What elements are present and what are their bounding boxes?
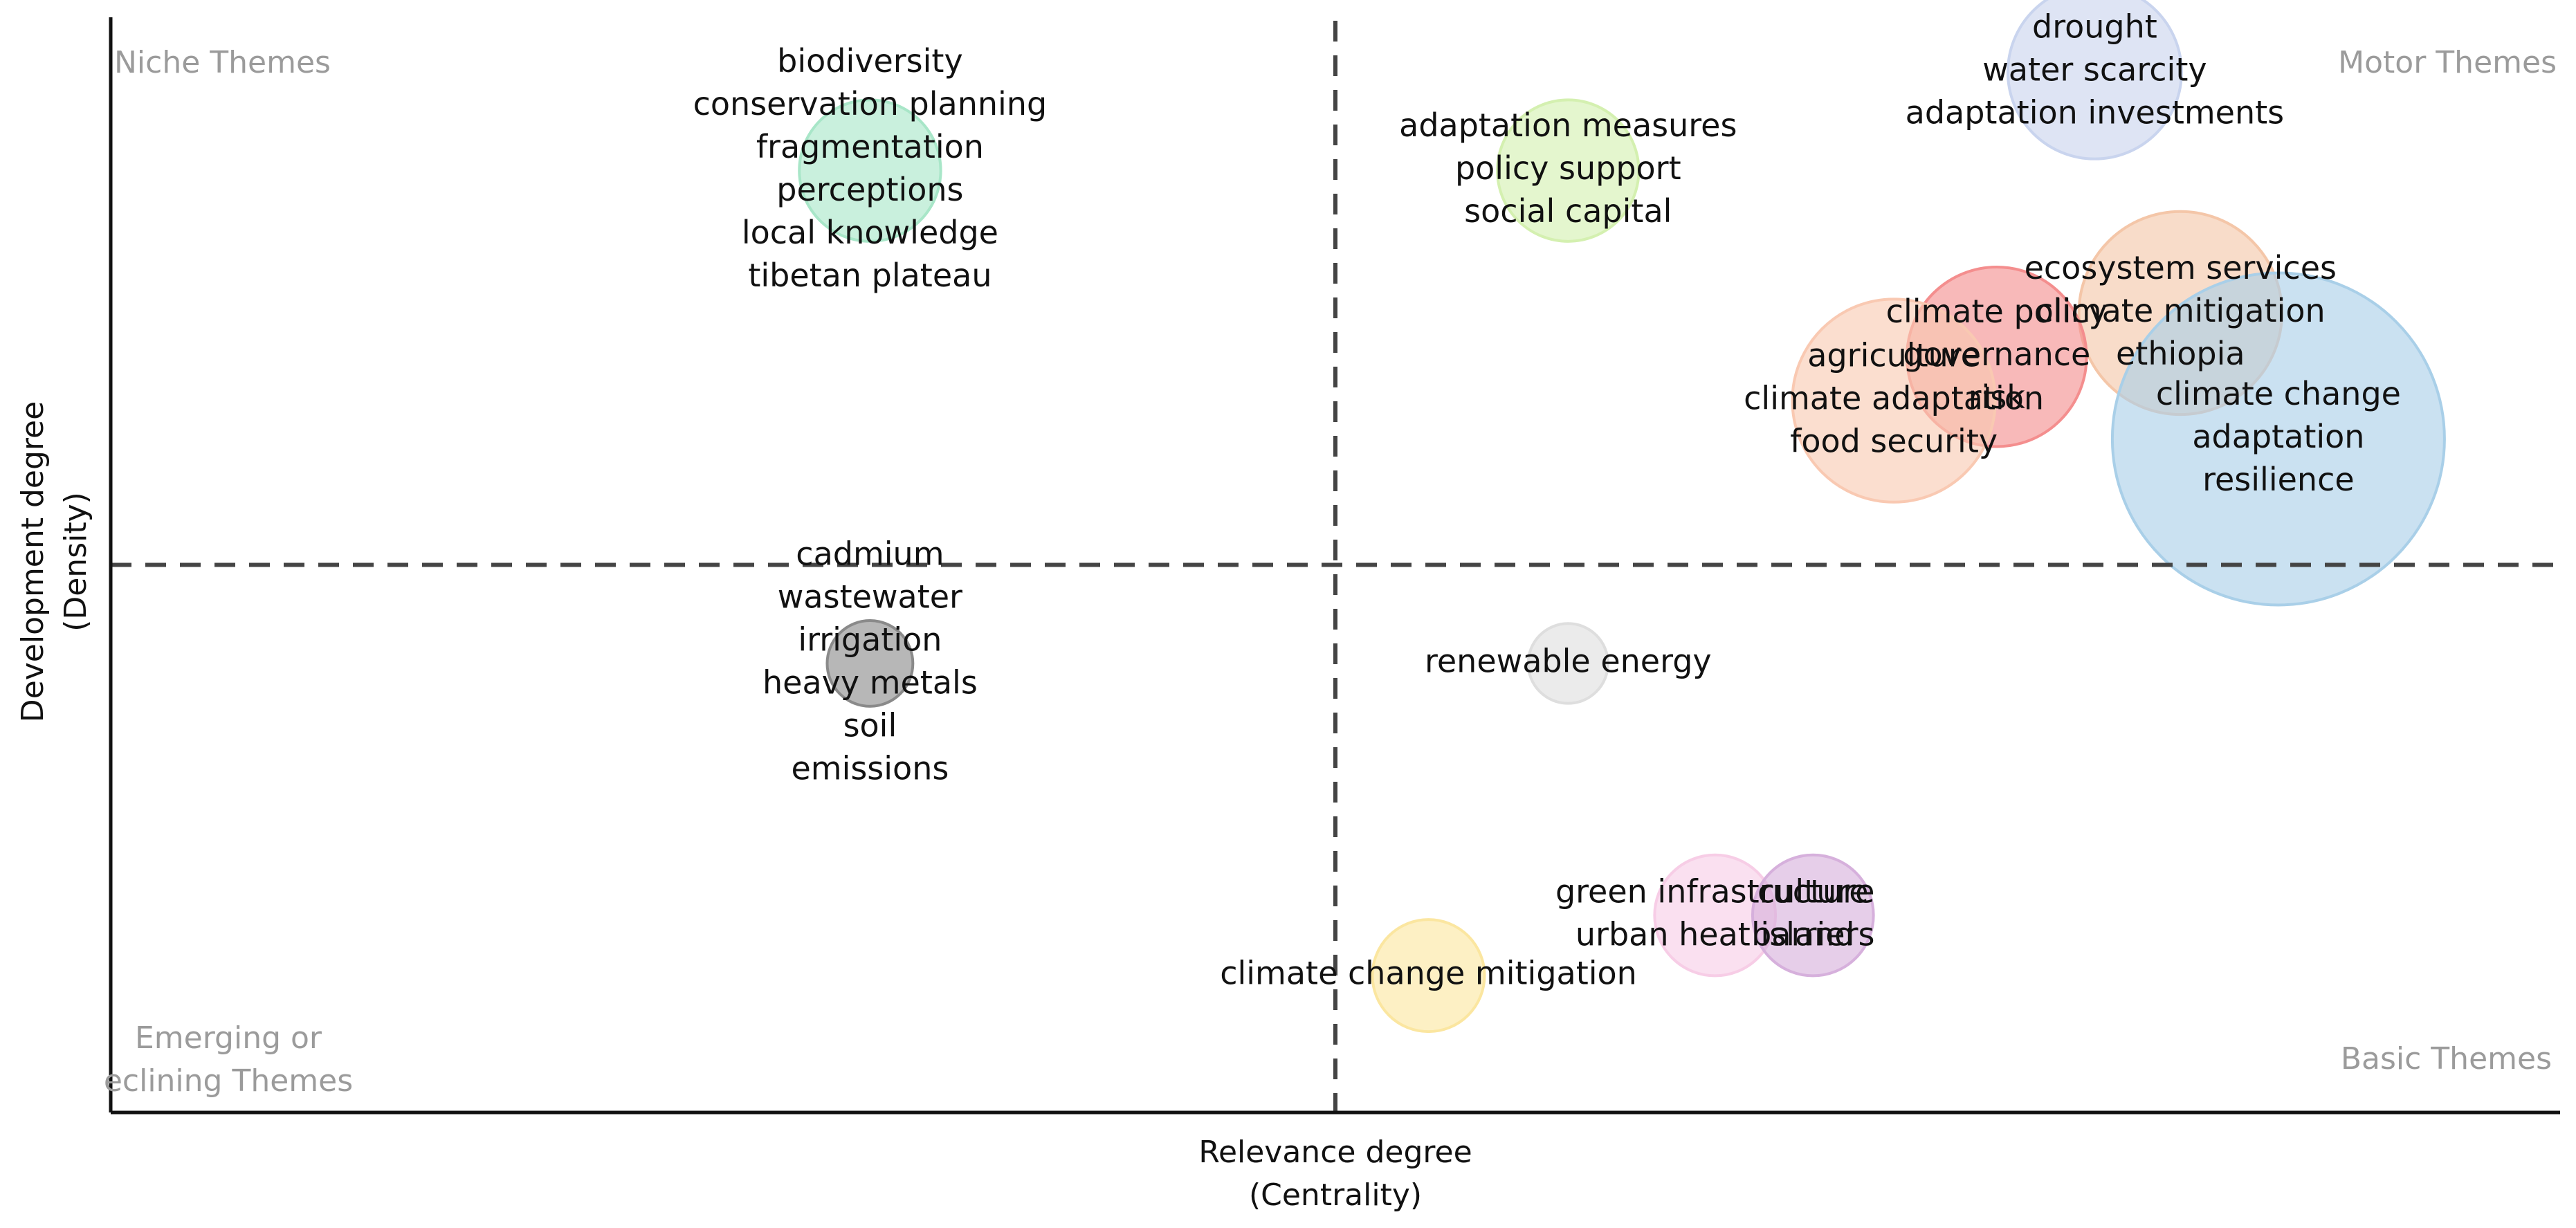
cluster-label: cadmium [796, 535, 944, 572]
quadrant-label-top-left: Niche Themes [114, 45, 331, 80]
cluster-label: resilience [2202, 461, 2355, 498]
cluster-label: fragmentation [756, 128, 984, 165]
cluster-label: food security [1790, 423, 1998, 460]
axis-titles: Relevance degree (Centrality) Development … [15, 401, 1472, 1213]
cluster-label: heavy metals [762, 663, 978, 701]
cluster-label: urban heat island [1575, 916, 1855, 953]
cluster-bubble [1526, 622, 1609, 705]
quadrant-label-bottom-left: Emerging or [135, 1020, 322, 1056]
quadrant-label-bottom-left: eclining Themes [104, 1063, 353, 1099]
cluster-label: drought [2032, 8, 2157, 46]
cluster-label: adaptation [2192, 418, 2364, 455]
cluster-label: wastewater [778, 578, 962, 615]
cluster-bubble [825, 619, 915, 708]
cluster-bubble [1751, 853, 1875, 978]
cluster-label: climate change mitigation [1220, 955, 1637, 992]
bubble-layer [798, 0, 2446, 1034]
cluster-label: governance [1903, 336, 2090, 373]
cluster-label: social capital [1464, 192, 1672, 230]
cluster-label: climate mitigation [2036, 292, 2326, 329]
cluster-label: conservation planning [693, 85, 1048, 122]
cluster-label: soil [843, 706, 897, 744]
cluster-bubble [1791, 297, 1997, 504]
cluster-label: agriculture [1807, 337, 1980, 374]
cluster-label: climate policy [1886, 293, 2108, 330]
cluster-label: irrigation [798, 621, 942, 658]
divider-lines [111, 21, 2560, 1112]
cluster-label: climate change [2156, 375, 2401, 412]
cluster-label: tibetan plateau [748, 257, 992, 294]
cluster-label: renewable energy [1425, 642, 1712, 679]
quadrant-label-top-right: Motor Themes [2338, 45, 2557, 80]
quadrant-labels: Niche Themes Motor Themes Emerging or eclin… [104, 45, 2557, 1099]
quadrant-label-bottom-right: Basic Themes [2341, 1041, 2552, 1076]
cluster-bubble [2006, 0, 2183, 161]
cluster-label: local knowledge [742, 214, 998, 251]
cluster-bubble [1496, 98, 1641, 243]
cluster-label: adaptation measures [1399, 107, 1737, 144]
cluster-bubble [2110, 271, 2446, 607]
cluster-label: adaptation investments [1906, 94, 2284, 131]
x-axis-title: Relevance degree [1198, 1135, 1472, 1170]
cluster-label: risk [1968, 378, 2026, 416]
axes [109, 17, 2560, 1115]
cluster-label: barriers [1751, 916, 1874, 953]
cluster-bubble [798, 98, 942, 243]
cluster-label: policy support [1455, 149, 1681, 187]
cluster-label: culture [1757, 873, 1869, 910]
cluster-label: green infrastructure [1555, 873, 1874, 910]
y-axis-title: Development degree [15, 401, 51, 722]
x-axis-title: (Centrality) [1249, 1177, 1422, 1213]
cluster-label: climate adaptation [1744, 380, 2044, 417]
cluster-label: biodiversity [777, 42, 963, 80]
cluster-label: emissions [791, 749, 949, 787]
cluster-label: perceptions [776, 171, 963, 208]
y-axis-title: (Density) [58, 492, 93, 632]
cluster-label-layer: biodiversity conservation planning fragmen… [693, 8, 2401, 992]
cluster-label: ethiopia [2116, 335, 2245, 372]
cluster-label: ecosystem services [2025, 249, 2337, 286]
cluster-bubble [1371, 918, 1486, 1034]
cluster-label: water scarcity [1982, 51, 2207, 89]
